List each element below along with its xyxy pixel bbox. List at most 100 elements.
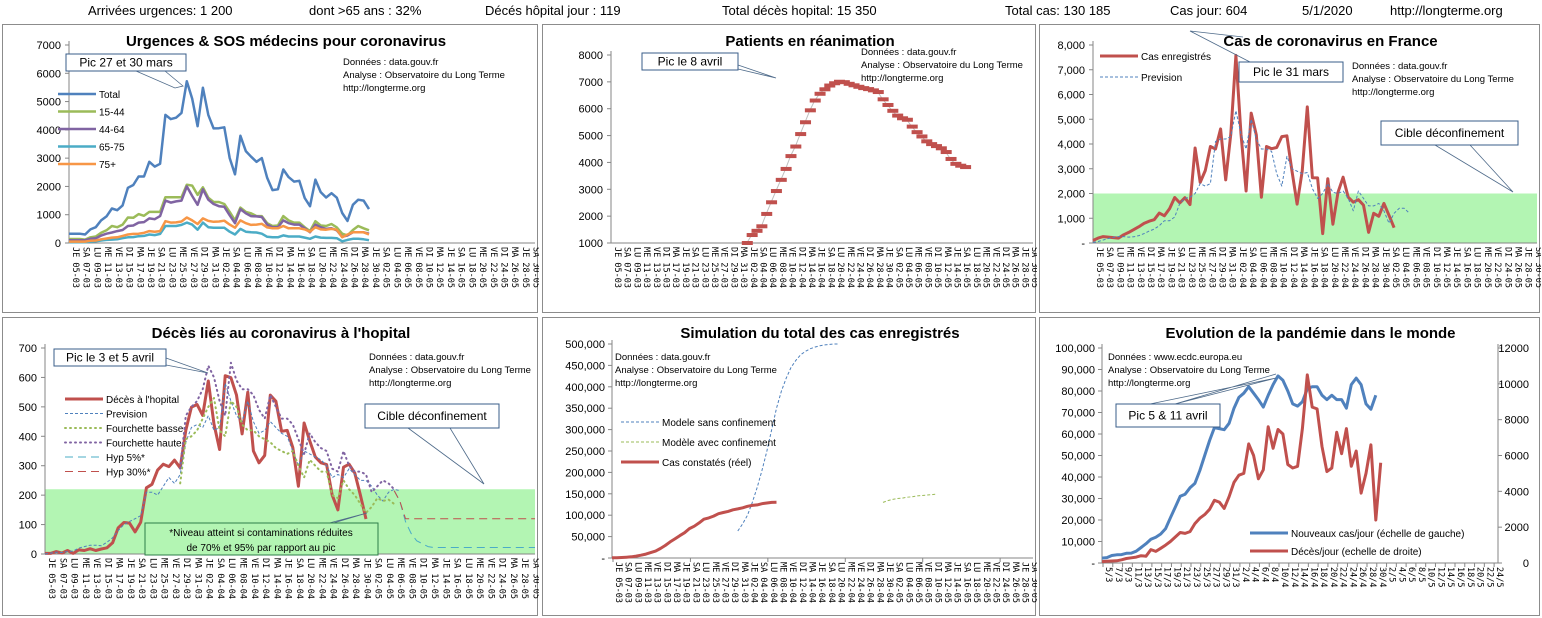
x-tick-label: SA 21-03 <box>136 558 146 599</box>
callout-box <box>1238 61 1344 83</box>
x-tick-label: 16/4 <box>1308 567 1318 587</box>
x-tick-label: JE 30-04 <box>1380 247 1390 288</box>
y-tick-label: 100 <box>19 520 37 532</box>
legend-label: Fourchette basse <box>106 424 184 435</box>
source-url: http://longterme.org <box>615 378 697 389</box>
x-tick-label: 20/5 <box>1475 567 1485 587</box>
chart-title: Simulation du total des cas enregistrés <box>680 325 959 342</box>
x-tick-label: DI 10-05 <box>1431 247 1441 288</box>
note-box <box>144 522 379 556</box>
x-tick-label: 31/3 <box>1230 567 1240 587</box>
callout-box <box>65 53 187 72</box>
x-tick-label: ME 22-04 <box>1339 247 1349 288</box>
x-tick-label: SA 04-04 <box>758 562 768 603</box>
x-tick-label: ME 25-03 <box>709 247 719 288</box>
callout-text: Cible déconfinement <box>1395 126 1505 140</box>
x-tick-label: JE 02-04 <box>220 247 230 288</box>
y-tick-label: 5000 <box>579 131 603 143</box>
x-tick-label: LU 23-03 <box>166 247 176 288</box>
y2-tick-label: 2000 <box>1505 522 1529 534</box>
x-tick-label: MA 26-05 <box>508 558 518 599</box>
x-tick-label: ME 20-05 <box>981 247 991 288</box>
legend-label: Modele sans confinement <box>662 418 776 429</box>
x-tick-label: LU 20-04 <box>835 247 845 288</box>
callout-pointer <box>165 357 209 374</box>
stat-url[interactable]: http://longterme.org <box>1390 3 1503 18</box>
x-tick-label: ME 22-04 <box>845 247 855 288</box>
data-point-reanimation <box>770 189 782 194</box>
data-point-reanimation <box>906 124 918 129</box>
x-tick-label: SA 21-03 <box>690 247 700 288</box>
callout-text: Pic le 3 et 5 avril <box>66 351 154 365</box>
data-point-reanimation <box>780 166 792 171</box>
legend-label: Prevision <box>1141 73 1182 84</box>
x-tick-label: DI 24-05 <box>499 247 509 288</box>
y-tick-label: 60,000 <box>1061 429 1095 441</box>
x-tick-label: LU 18-05 <box>1472 247 1482 288</box>
x-tick-label: ME 11-03 <box>102 247 112 288</box>
y2-tick-label: 8000 <box>1505 415 1529 427</box>
x-tick-label: LU 09-03 <box>1114 247 1124 288</box>
y-tick-label: 450,000 <box>565 360 605 372</box>
x-tick-label: 6/4 <box>1259 567 1269 582</box>
source-url: http://longterme.org <box>1352 87 1434 98</box>
x-tick-label: VE 27-03 <box>719 247 729 288</box>
x-tick-label: 11/3 <box>1132 567 1142 587</box>
legend-label: Total <box>99 90 120 101</box>
x-tick-label: LU 18-05 <box>971 247 981 288</box>
x-tick-label: SA 30-05 <box>1029 562 1037 603</box>
y-tick-label: 100,000 <box>1055 343 1095 355</box>
x-tick-label: VE 13-03 <box>91 558 101 599</box>
source-analyse: Analyse : Observatoire du Long Terme <box>343 70 505 81</box>
x-tick-label: MA 26-05 <box>509 247 519 288</box>
data-point-reanimation <box>901 117 913 122</box>
x-tick-label: SA 02-05 <box>893 247 903 288</box>
x-tick-label: VE 10-04 <box>787 247 797 288</box>
x-tick-label: JE 30-04 <box>884 562 894 603</box>
callout-box <box>1115 403 1221 428</box>
y-tick-label: 3000 <box>37 153 61 165</box>
x-tick-label: 29/3 <box>1220 567 1230 587</box>
legend-label: Hyp 30%* <box>106 468 151 479</box>
x-tick-label: ME 20-05 <box>1482 247 1492 288</box>
x-tick-label: 16/5 <box>1455 567 1465 587</box>
y-tick-label: 700 <box>19 343 37 355</box>
x-tick-label: ME 08-04 <box>252 247 262 288</box>
x-tick-label: VE 08-05 <box>406 558 416 599</box>
x-tick-label: LU 23-03 <box>147 558 157 599</box>
x-tick-label: SA 30-05 <box>531 247 539 288</box>
x-tick-label: VE 24-04 <box>328 558 338 599</box>
x-tick-label: 25/3 <box>1201 567 1211 587</box>
y2-tick-label: 6000 <box>1505 451 1529 463</box>
x-tick-label: MA 26-05 <box>1010 562 1020 603</box>
series-line-3 <box>179 361 396 494</box>
x-tick-label: ME 25-03 <box>177 247 187 288</box>
stat-total-deces: Total décès hopital: 15 350 <box>722 3 877 18</box>
x-tick-label: 21/3 <box>1181 567 1191 587</box>
x-tick-label: 2/4 <box>1240 567 1250 582</box>
data-point-reanimation <box>892 113 904 118</box>
x-tick-label: VE 08-05 <box>922 247 932 288</box>
series-line-1 <box>1092 110 1410 243</box>
x-tick-label: DI 10-05 <box>424 247 434 288</box>
chart-title: Décès liés au coronavirus à l'hopital <box>152 325 411 342</box>
data-point-reanimation <box>911 130 923 135</box>
callout-pointer <box>1149 373 1277 405</box>
x-tick-label: SA 07-03 <box>622 247 632 288</box>
y-tick-label: 1,000 <box>1057 213 1085 225</box>
x-tick-label: MA 31-03 <box>738 247 748 288</box>
data-point-reanimation <box>921 139 933 144</box>
stat-plus65: dont >65 ans : 32% <box>309 3 422 18</box>
x-tick-label: LU 09-03 <box>69 558 79 599</box>
data-point-reanimation <box>795 132 807 137</box>
x-tick-label: JE 05-03 <box>613 562 623 603</box>
x-tick-label: DI 10-05 <box>932 562 942 603</box>
series-line-reanimation <box>746 81 966 244</box>
callout-box <box>1380 120 1519 146</box>
x-tick-label: ME 11-03 <box>80 558 90 599</box>
x-tick-label: ME 20-05 <box>981 562 991 603</box>
legend-label: Décès/jour (echelle de droite) <box>1291 547 1422 558</box>
x-tick-label: LU 18-05 <box>971 562 981 603</box>
panel-simulation: - 50,000 100,000 150,000 200,000 250,000 300,0… <box>542 317 1037 616</box>
x-tick-label: 9/3 <box>1123 567 1133 582</box>
